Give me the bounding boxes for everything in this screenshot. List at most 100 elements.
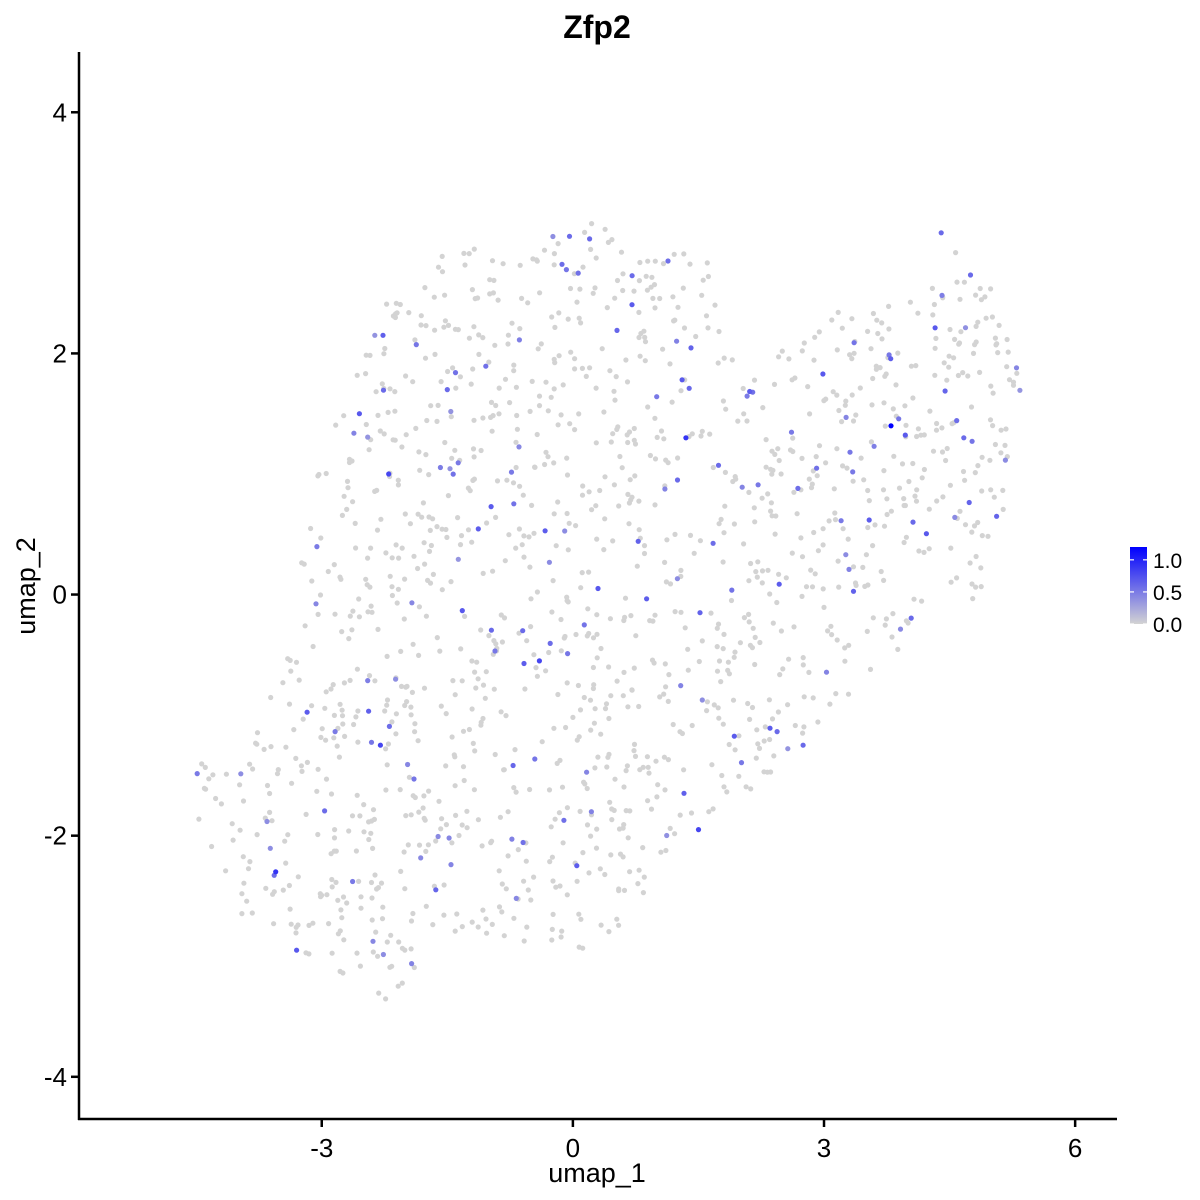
cell-point [366, 836, 372, 843]
cell-point [318, 535, 324, 541]
cell-point [934, 420, 940, 427]
cell-point [636, 334, 642, 341]
cell-point [624, 763, 631, 769]
cell-point [768, 508, 774, 514]
legend-colorbar [1130, 547, 1147, 624]
cell-point [759, 568, 766, 574]
cell-point [350, 499, 356, 505]
cell-point [528, 596, 534, 602]
cell-point [317, 592, 324, 598]
cell-point [445, 322, 452, 328]
cell-point [349, 813, 356, 819]
cell-point [850, 478, 856, 484]
cell-point [245, 866, 252, 872]
cell-point [333, 422, 339, 428]
cell-point [746, 619, 752, 625]
cell-point [336, 754, 342, 760]
cell-point [347, 613, 353, 619]
cell-point [882, 622, 888, 628]
cell-point [492, 648, 498, 654]
cell-point [665, 698, 671, 705]
cell-point [365, 555, 371, 561]
cell-point [564, 472, 571, 478]
cell-point [978, 584, 984, 590]
cell-point [559, 784, 566, 790]
cell-point [282, 838, 288, 844]
cell-point [597, 866, 603, 872]
cell-point [402, 886, 408, 892]
cell-point [356, 411, 362, 417]
cell-point [715, 360, 721, 366]
legend-tick-label: 0.0 [1153, 614, 1182, 637]
cell-point [434, 524, 440, 530]
cell-point [521, 938, 527, 944]
cell-point [441, 324, 447, 330]
cell-point [598, 731, 604, 737]
cell-point [886, 326, 892, 332]
cell-point [365, 609, 371, 615]
cell-point [353, 545, 359, 551]
cell-point [800, 742, 806, 748]
cell-point [621, 887, 628, 894]
cell-point [844, 465, 850, 471]
cell-point [637, 767, 643, 773]
cell-point [661, 436, 667, 442]
cell-point [710, 806, 716, 812]
cell-point [587, 236, 593, 242]
cell-point [545, 408, 551, 414]
cell-point [992, 335, 999, 341]
cell-point [490, 568, 496, 574]
cell-point [574, 737, 580, 743]
cell-point [845, 536, 851, 542]
cell-point [743, 784, 749, 790]
cell-point [662, 559, 668, 566]
cell-point [520, 628, 526, 634]
cell-point [934, 498, 940, 504]
cell-point [452, 447, 458, 453]
cell-point [423, 323, 429, 329]
cell-point [194, 771, 200, 777]
cell-point [512, 747, 518, 753]
cell-point [875, 330, 881, 337]
cell-point [344, 900, 350, 906]
cell-point [317, 891, 323, 897]
cell-point [760, 405, 766, 411]
cell-point [1002, 442, 1008, 448]
cell-point [840, 463, 846, 469]
cell-point [550, 233, 556, 240]
cell-point [335, 897, 341, 903]
cell-point [632, 753, 639, 760]
cell-point [543, 449, 549, 455]
cell-point [432, 351, 438, 357]
cell-point [575, 682, 582, 689]
cell-point [551, 251, 558, 257]
cell-point [768, 769, 774, 775]
cell-point [449, 455, 455, 461]
cell-point [979, 454, 985, 460]
cell-point [399, 980, 405, 986]
cell-point [500, 261, 506, 267]
cell-point [591, 682, 597, 688]
legend-ticks: 1.0 0.5 0.0 [1130, 550, 1182, 637]
cell-point [337, 701, 343, 707]
cell-point [714, 668, 721, 674]
cell-point [385, 741, 391, 747]
cell-point [574, 878, 580, 884]
cell-point [422, 355, 429, 361]
cell-point [358, 894, 364, 900]
cell-point [720, 559, 726, 565]
cell-point [933, 427, 940, 433]
cell-point [380, 387, 387, 393]
cell-point [667, 361, 673, 367]
cell-point [536, 403, 543, 409]
cell-point [586, 489, 592, 495]
cell-point [489, 921, 495, 928]
cell-point [636, 867, 642, 873]
points-layer [194, 221, 1023, 1002]
cell-point [470, 366, 476, 372]
cell-point [949, 421, 955, 427]
cell-point [483, 363, 489, 369]
cell-point [519, 542, 525, 548]
cell-point [428, 542, 434, 549]
cell-point [720, 398, 727, 404]
